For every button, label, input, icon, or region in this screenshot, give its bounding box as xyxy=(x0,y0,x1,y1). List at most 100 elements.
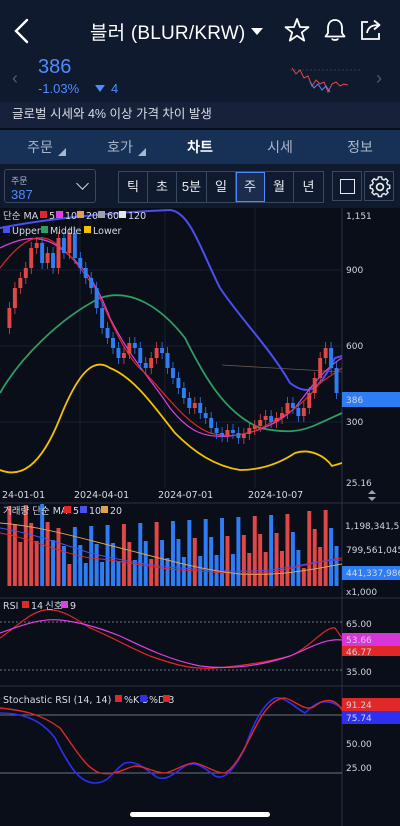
tab-chart[interactable]: 차트 xyxy=(187,139,213,155)
candle-body xyxy=(203,413,208,418)
change-value: 4 xyxy=(95,81,118,96)
svg-text:20: 20 xyxy=(86,211,98,222)
volume-bar xyxy=(23,505,28,586)
main-tabs: 주문 호가 차트 시세 정보 xyxy=(0,130,400,164)
volume-bar xyxy=(138,523,143,586)
candle-body xyxy=(138,348,143,363)
home-indicator xyxy=(130,812,270,817)
svg-text:거래량 단순 MA: 거래량 단순 MA xyxy=(3,505,68,517)
candle-body xyxy=(132,343,137,348)
volume-bar xyxy=(230,554,235,586)
volume-bar xyxy=(203,519,208,586)
candle-body xyxy=(100,308,105,328)
candle-body xyxy=(258,420,263,426)
chart-settings-button[interactable] xyxy=(364,171,394,201)
panel-resize-icon[interactable] xyxy=(368,497,376,501)
volume-bar xyxy=(258,534,263,586)
candle-body xyxy=(121,353,126,358)
interval-week-button[interactable]: 주 xyxy=(236,172,265,202)
top-header: 블러 (BLUR/KRW) xyxy=(0,0,400,62)
market-selector[interactable]: 블러 (BLUR/KRW) xyxy=(90,18,264,45)
volume-bar xyxy=(269,515,274,586)
volume-legend: 거래량 단순 MA 5 10 20 xyxy=(3,505,122,517)
svg-text:10: 10 xyxy=(89,506,101,517)
chevron-down-icon xyxy=(76,177,89,190)
back-icon[interactable] xyxy=(8,14,36,48)
date-axis: 24-01-01 2024-04-01 2024-07-01 2024-10-0… xyxy=(2,490,303,501)
svg-text:120: 120 xyxy=(128,211,146,222)
panel-resize-icon[interactable] xyxy=(368,490,376,494)
interval-second-button[interactable]: 초 xyxy=(148,172,177,202)
interval-day-button[interactable]: 일 xyxy=(207,172,236,202)
tab-order[interactable]: 주문 xyxy=(0,130,80,164)
candle-body xyxy=(263,416,268,420)
chart-area[interactable]: 단순 MA 5 10 20 60 120 Upper Middle Lower … xyxy=(0,208,400,826)
svg-text:65.00: 65.00 xyxy=(346,620,372,630)
chevron-down-icon xyxy=(251,28,264,35)
star-icon[interactable] xyxy=(284,17,310,43)
volume-bar xyxy=(171,521,175,586)
volume-bar xyxy=(83,563,88,586)
volume-bar xyxy=(132,560,137,586)
market-title: 블러 (BLUR/KRW) xyxy=(90,23,246,44)
rsi-legend: RSI 14 신호 9 xyxy=(3,601,76,612)
candle-body xyxy=(280,413,284,418)
fullscreen-button[interactable] xyxy=(332,171,362,201)
interval-year-button[interactable]: 년 xyxy=(302,179,315,194)
candle-body xyxy=(165,353,170,368)
svg-text:35.00: 35.00 xyxy=(346,668,372,678)
candle-body xyxy=(318,358,323,378)
tab-corner-icon xyxy=(138,148,146,156)
svg-text:x1,000: x1,000 xyxy=(346,588,377,598)
gear-icon xyxy=(369,176,391,198)
volume-bar xyxy=(72,527,77,586)
candle-body xyxy=(269,416,274,422)
order-price-select[interactable]: 주문 387 xyxy=(4,169,96,203)
candle-body xyxy=(72,233,77,258)
tab-info[interactable]: 정보 xyxy=(347,139,373,155)
prev-market-chevron-icon[interactable]: ‹ xyxy=(12,68,18,88)
svg-text:신호: 신호 xyxy=(45,601,63,612)
volume-bar xyxy=(334,546,339,586)
share-icon[interactable] xyxy=(358,17,384,43)
svg-text:Lower: Lower xyxy=(93,226,122,237)
candle-body xyxy=(181,388,186,398)
svg-text:%K 3: %K 3 xyxy=(124,695,148,706)
svg-text:20: 20 xyxy=(110,506,122,517)
candle-body xyxy=(154,348,159,358)
svg-text:Middle: Middle xyxy=(50,226,82,237)
candle-body xyxy=(198,403,203,413)
candle-body xyxy=(252,426,257,429)
svg-text:2024-07-01: 2024-07-01 xyxy=(158,490,213,501)
svg-text:24-01-01: 24-01-01 xyxy=(2,490,45,501)
interval-selector: 틱 초 5분 일 주 월 년 xyxy=(118,171,324,203)
chart-toolbar: 주문 387 틱 초 5분 일 주 월 년 xyxy=(0,164,400,208)
interval-tick-button[interactable]: 틱 xyxy=(119,172,148,202)
candle-body xyxy=(56,238,61,268)
candle-body xyxy=(285,403,290,413)
tab-orderbook[interactable]: 호가 xyxy=(80,130,160,164)
candle-body xyxy=(214,428,219,433)
volume-bar xyxy=(220,518,225,586)
next-market-chevron-icon[interactable]: › xyxy=(376,68,382,88)
square-icon xyxy=(340,179,355,194)
candle-body xyxy=(78,258,83,268)
volume-bar xyxy=(225,536,230,586)
price-gap-notice[interactable]: 글로벌 시세와 4% 이상 가격 차이 발생 xyxy=(0,102,400,128)
svg-text:75.74: 75.74 xyxy=(346,714,372,724)
volume-bar xyxy=(165,558,170,586)
mini-price-chart[interactable] xyxy=(290,62,362,98)
interval-month-button[interactable]: 월 xyxy=(265,172,294,202)
candle-body xyxy=(127,343,132,353)
svg-text:799,561,045: 799,561,045 xyxy=(346,546,400,556)
bell-icon[interactable] xyxy=(322,17,348,43)
svg-text:900: 900 xyxy=(346,266,363,276)
candle-body xyxy=(29,248,34,268)
volume-bar xyxy=(307,511,312,586)
interval-5min-button[interactable]: 5분 xyxy=(177,172,207,202)
svg-text:50.00: 50.00 xyxy=(346,740,372,750)
svg-text:25.16: 25.16 xyxy=(346,479,372,489)
candle-body xyxy=(149,358,154,368)
candle-body xyxy=(160,348,165,353)
tab-quotes[interactable]: 시세 xyxy=(267,139,293,155)
